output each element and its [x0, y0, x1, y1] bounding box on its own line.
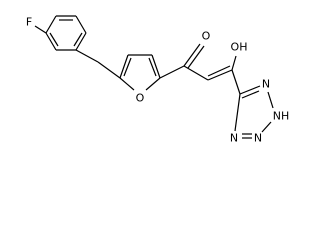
bond [119, 54, 129, 79]
bond [231, 69, 241, 95]
bond [234, 93, 241, 132]
bond [239, 85, 261, 95]
bond [49, 32, 59, 47]
bond [145, 77, 161, 91]
bond [34, 25, 47, 34]
bond [75, 32, 87, 51]
bond [119, 77, 135, 91]
bond [97, 61, 121, 79]
bond [241, 90, 260, 99]
bond [231, 55, 237, 71]
atom-label: N [254, 132, 262, 145]
molecule-diagram: F O O OH N NH N N [26, 15, 290, 145]
bond [73, 32, 83, 47]
bond [187, 45, 205, 69]
atom-label: N [230, 132, 238, 145]
bond [75, 49, 99, 63]
atom-label: NH [273, 110, 290, 123]
bond [45, 32, 57, 51]
bond [183, 65, 209, 81]
bond [261, 121, 272, 133]
atom-label: O [136, 92, 145, 105]
atom-label: F [26, 16, 32, 29]
atom-label: O [202, 30, 211, 43]
bond [151, 54, 161, 79]
bond [45, 15, 57, 34]
bond [123, 57, 132, 77]
bond [148, 57, 157, 77]
bond [75, 15, 87, 34]
bond [207, 69, 233, 81]
bond [183, 43, 201, 67]
bond [207, 65, 231, 77]
bond [267, 91, 274, 109]
bonds [34, 15, 274, 139]
bond [159, 65, 185, 79]
atom-label: OH [231, 41, 248, 54]
atom-label: N [262, 78, 270, 91]
